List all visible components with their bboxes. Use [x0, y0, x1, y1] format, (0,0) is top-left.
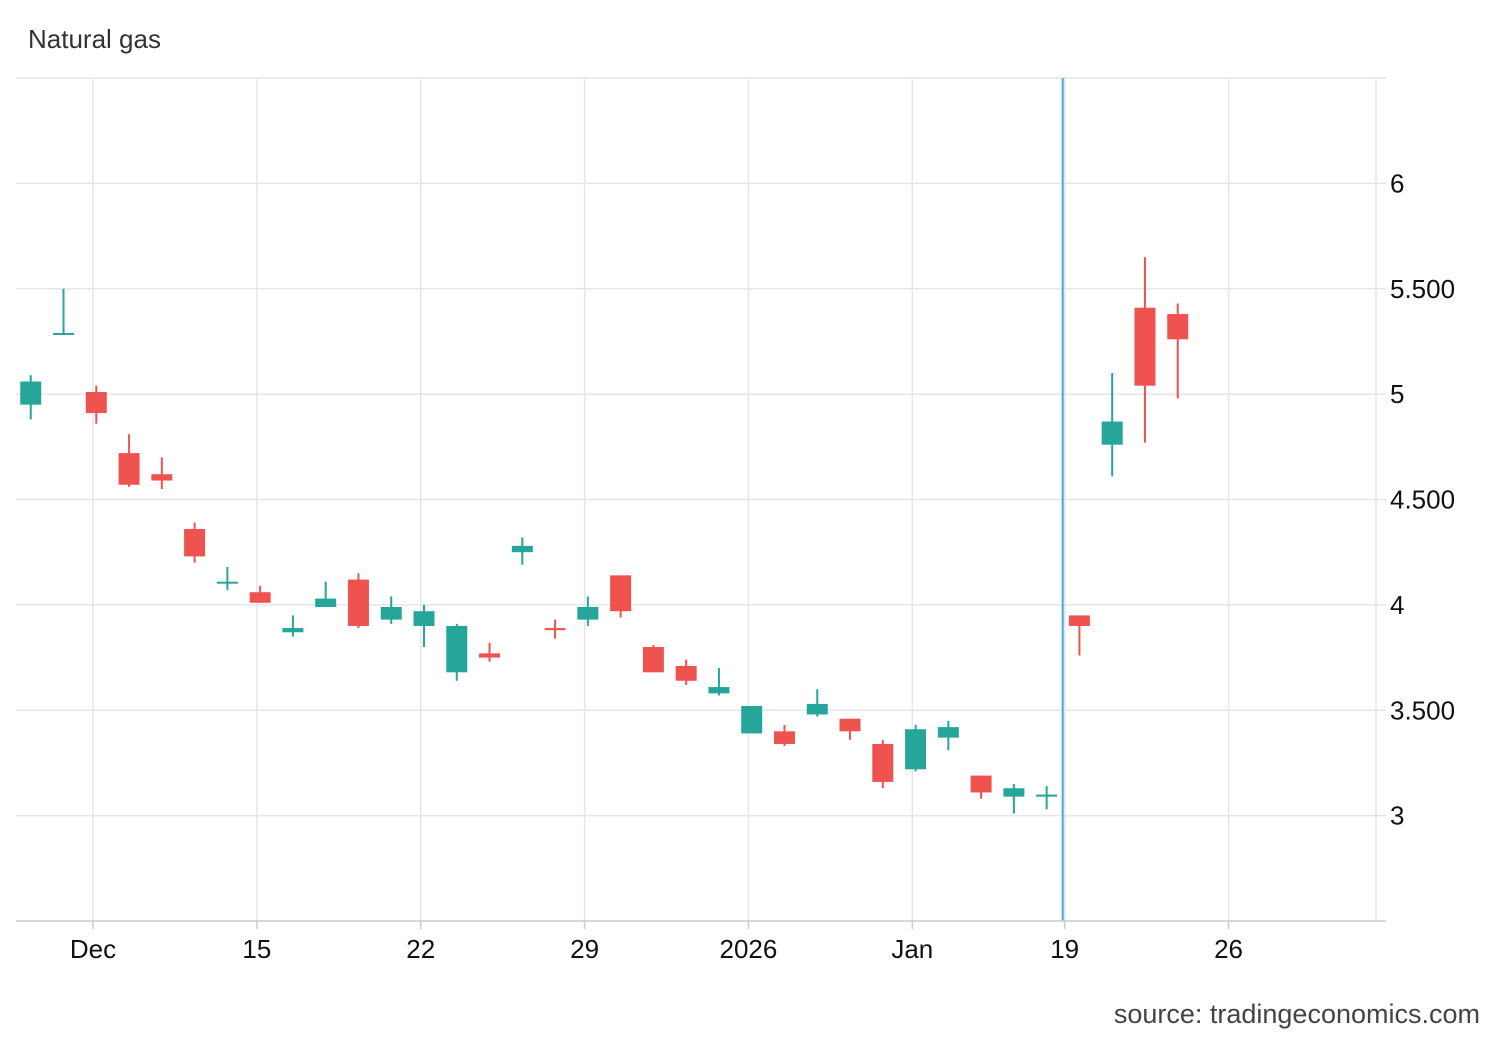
candle-body: [970, 775, 992, 793]
candle-body: [839, 718, 861, 732]
candles: [20, 257, 1189, 814]
candle: [1068, 615, 1090, 656]
candle: [675, 659, 697, 685]
candle: [53, 288, 75, 336]
candle-body: [1068, 615, 1090, 626]
candle: [315, 581, 337, 607]
candle-body: [642, 647, 664, 673]
candle-body: [347, 579, 369, 626]
candle-body: [1036, 794, 1058, 797]
y-tick-label: 4.500: [1390, 485, 1455, 515]
candle: [118, 434, 140, 487]
candle: [282, 615, 304, 637]
candle-body: [413, 611, 435, 626]
candle: [577, 596, 599, 626]
candle-body: [1003, 788, 1025, 797]
candle: [544, 619, 566, 639]
candle: [872, 739, 894, 789]
x-tick-label: Dec: [70, 934, 116, 964]
axes: 3 3.500 4 4.500 5 5.500 6 Dec 15 22 29 2026 Jan 19 26: [16, 168, 1455, 964]
candle: [1036, 786, 1058, 810]
candle-body: [20, 381, 42, 405]
candle-body: [806, 703, 828, 715]
candle: [970, 775, 992, 799]
candle: [937, 720, 959, 751]
candle-body: [216, 581, 238, 584]
candle-body: [85, 392, 107, 414]
candle-body: [773, 731, 795, 744]
candle: [20, 375, 42, 420]
candle-body: [1101, 421, 1123, 445]
candle: [249, 585, 271, 603]
candle-body: [53, 333, 75, 336]
y-tick-label: 5: [1390, 379, 1404, 409]
x-tick-label: 26: [1214, 934, 1243, 964]
candle-body: [511, 545, 533, 553]
candle: [1101, 373, 1123, 477]
candle: [610, 575, 632, 618]
candle: [905, 725, 927, 772]
candle-body: [380, 606, 402, 620]
candle-body: [315, 598, 337, 607]
candle: [446, 623, 468, 681]
candle: [741, 706, 763, 734]
candle: [216, 566, 238, 591]
candle-body: [610, 575, 632, 612]
x-tick-label: 22: [406, 934, 435, 964]
y-tick-label: 6: [1390, 168, 1404, 198]
chart-title: Natural gas: [28, 24, 161, 54]
candle: [708, 668, 730, 696]
candle: [839, 718, 861, 740]
candle: [85, 385, 107, 424]
y-tick-label: 3.500: [1390, 695, 1455, 725]
candle: [806, 689, 828, 717]
candle: [1003, 784, 1025, 814]
candle-body: [905, 729, 927, 770]
candle-body: [1134, 307, 1156, 386]
candle-body: [446, 625, 468, 673]
candle: [511, 537, 533, 565]
y-tick-label: 5.500: [1390, 274, 1455, 304]
x-tick-label: Jan: [891, 934, 933, 964]
x-tick-label: 15: [242, 934, 271, 964]
candle-body: [1167, 314, 1189, 340]
candle-body: [479, 653, 501, 658]
candle-body: [577, 606, 599, 620]
candle: [773, 725, 795, 747]
candle: [380, 596, 402, 624]
candle-body: [249, 592, 271, 603]
x-tick-label: 29: [570, 934, 599, 964]
candle: [1167, 303, 1189, 399]
candle: [642, 644, 664, 673]
candle-body: [282, 628, 304, 633]
candle: [184, 522, 206, 563]
candle-body: [544, 628, 566, 631]
candle-body: [118, 453, 140, 485]
candle: [479, 642, 501, 662]
y-tick-label: 4: [1390, 590, 1404, 620]
x-tick-label: 2026: [720, 934, 778, 964]
candle: [151, 457, 173, 489]
candle-body: [708, 687, 730, 694]
candle: [1134, 257, 1156, 443]
candle-body: [937, 727, 959, 738]
y-tick-label: 3: [1390, 801, 1404, 831]
candle: [413, 604, 435, 648]
source-label: source: tradingeconomics.com: [1113, 999, 1480, 1029]
candle: [347, 573, 369, 629]
x-tick-label: 19: [1050, 934, 1079, 964]
candle-body: [184, 529, 206, 557]
candle-body: [872, 743, 894, 782]
grid-lines: [16, 77, 1386, 921]
candle-body: [151, 474, 173, 481]
candle-body: [741, 706, 763, 734]
candle-body: [675, 665, 697, 681]
